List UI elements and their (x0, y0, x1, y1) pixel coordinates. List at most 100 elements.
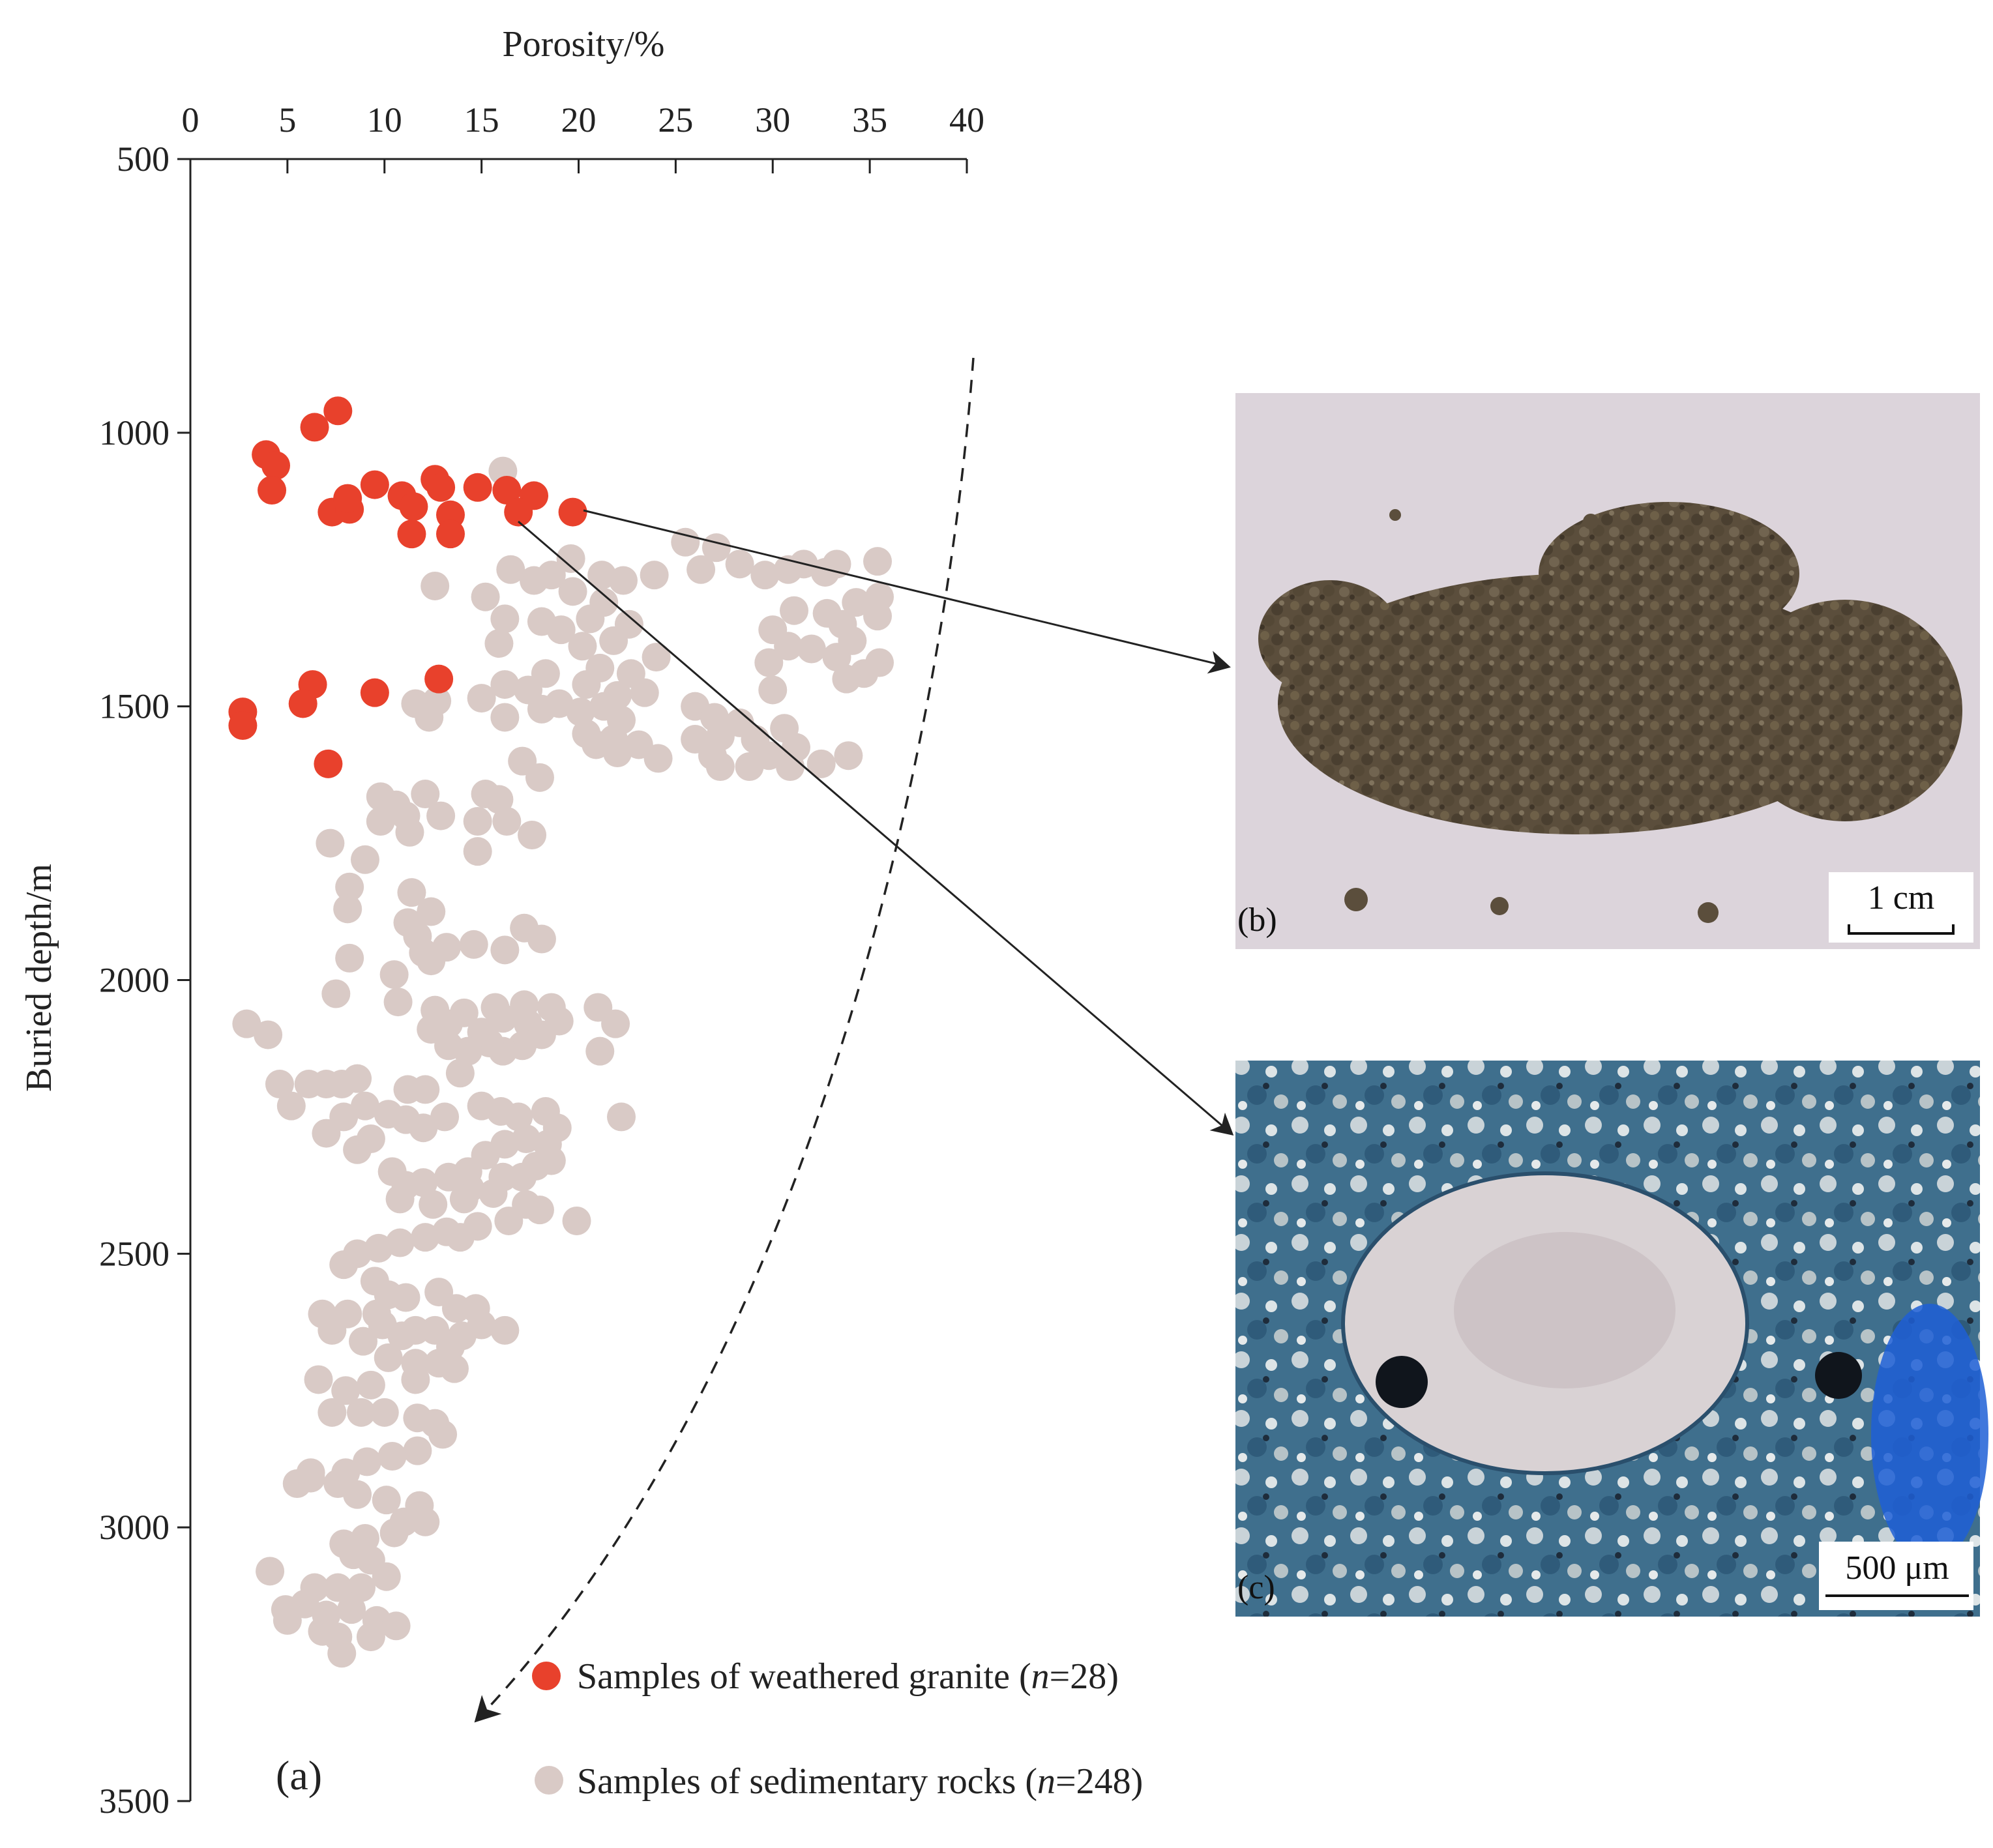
photo-b-grain (1344, 888, 1368, 911)
legend-granite-prefix: Samples of weathered granite ( (577, 1656, 1031, 1697)
x-tick-label: 40 (949, 100, 984, 139)
sedimentary-point (417, 897, 446, 926)
legend-marker-sedimentary (535, 1766, 563, 1795)
x-tick-label: 25 (658, 100, 693, 139)
sedimentary-point (546, 615, 576, 645)
sedimentary-point (463, 837, 492, 866)
photo-c-scale-text: 500 μm (1845, 1549, 1949, 1587)
sedimentary-point (362, 1299, 391, 1328)
sedimentary-point (582, 730, 611, 759)
sedimentary-point (525, 763, 554, 792)
granite-point (558, 497, 587, 527)
sedimentary-point (377, 1442, 407, 1471)
sedimentary-point (366, 806, 395, 836)
sedimentary-point (350, 1091, 379, 1121)
sedimentary-point (484, 785, 514, 814)
x-axis-title: Porosity/% (503, 24, 665, 65)
sedimentary-point (321, 979, 351, 1008)
y-tick-label: 2500 (99, 1234, 170, 1273)
sedimentary-point (832, 664, 861, 694)
sedimentary-point (614, 609, 643, 639)
sedimentary-point (377, 1157, 407, 1186)
granite-point (436, 520, 465, 549)
sedimentary-point (421, 571, 450, 600)
sedimentary-point (863, 547, 893, 576)
sedimentary-point (834, 741, 863, 770)
sedimentary-point (411, 780, 440, 809)
sedimentary-point (758, 675, 788, 705)
granite-point (463, 473, 492, 502)
sedimentary-point (381, 1611, 411, 1641)
sedimentary-point (490, 935, 520, 965)
photo-b-hand-sample: (b) 1 cm (1235, 393, 1980, 949)
x-tick-label: 5 (278, 100, 296, 139)
photo-c-dark-grain (1376, 1356, 1428, 1408)
sedimentary-point (372, 1562, 401, 1591)
sedimentary-point (327, 1639, 357, 1668)
granite-point (333, 484, 362, 513)
sedimentary-point (496, 555, 525, 584)
sedimentary-point (430, 1102, 460, 1132)
sedimentary-point (705, 752, 735, 782)
y-tick-label: 3500 (99, 1782, 170, 1821)
y-tick-label: 500 (117, 139, 170, 179)
sedimentary-point (372, 1486, 401, 1515)
x-tick-label: 0 (182, 100, 199, 139)
legend-label-granite: Samples of weathered granite (n=28) (577, 1656, 1119, 1697)
sedimentary-point (426, 801, 456, 830)
sedimentary-point (304, 1365, 333, 1394)
photo-c-clast-texture (1454, 1232, 1676, 1388)
series-weathered-granite (228, 396, 587, 778)
sedimentary-point (467, 684, 496, 713)
sedimentary-point (601, 1009, 630, 1038)
sedimentary-point (607, 1102, 636, 1132)
sedimentary-point (323, 1573, 353, 1602)
y-tick-label: 3000 (99, 1508, 170, 1547)
x-tick-label: 30 (755, 100, 790, 139)
sedimentary-point (254, 1020, 283, 1049)
sedimentary-point (445, 1059, 475, 1088)
sedimentary-point (770, 714, 799, 743)
sedimentary-point (308, 1617, 337, 1646)
sedimentary-point (419, 1190, 448, 1219)
sedimentary-point (504, 1102, 533, 1132)
y-tick-label: 1500 (99, 687, 170, 726)
sedimentary-point (391, 1283, 421, 1312)
y-tick-label: 1000 (99, 413, 170, 452)
sedimentary-point (463, 806, 492, 836)
sedimentary-point (490, 670, 520, 699)
sedimentary-point (525, 1195, 554, 1225)
scatter-points (228, 396, 894, 1668)
granite-point (323, 396, 353, 426)
sedimentary-point (608, 566, 638, 595)
sedimentary-point (527, 694, 556, 724)
photo-b-scale-text: 1 cm (1868, 879, 1935, 917)
trend-dashed-arrow (474, 357, 975, 1723)
series-sedimentary-rocks (232, 456, 894, 1668)
sedimentary-point (797, 634, 826, 664)
sedimentary-point (518, 820, 547, 849)
sedimentary-point (385, 1184, 415, 1214)
sedimentary-point (356, 1370, 385, 1400)
photo-b-grain (1490, 897, 1509, 915)
sedimentary-point (822, 550, 851, 579)
x-tick-label: 35 (852, 100, 887, 139)
sedimentary-point (415, 703, 444, 732)
sedimentary-point (490, 1315, 520, 1345)
sedimentary-point (350, 845, 379, 874)
sedimentary-point (439, 1354, 469, 1383)
sedimentary-point (296, 1463, 325, 1493)
sedimentary-point (343, 1480, 372, 1509)
sedimentary-point (403, 1436, 432, 1465)
photo-c-thin-section: (c) 500 μm (1235, 1061, 1988, 1617)
sedimentary-point (822, 643, 851, 672)
sedimentary-point (459, 930, 488, 959)
sedimentary-point (232, 1009, 261, 1038)
sedimentary-point (265, 1070, 294, 1099)
y-tick-label: 2000 (99, 961, 170, 1000)
sedimentary-point (256, 1557, 285, 1586)
granite-point (426, 473, 456, 502)
granite-point (288, 689, 317, 718)
sedimentary-point (401, 1365, 430, 1394)
